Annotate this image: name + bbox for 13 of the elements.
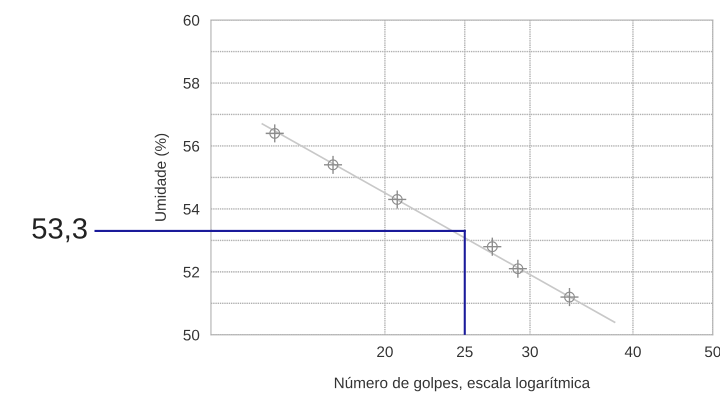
x-tick-label: 20: [377, 346, 393, 358]
x-axis-title: Número de golpes, escala logarítmica: [334, 376, 590, 392]
y-tick-label: 56: [183, 140, 200, 152]
y-tick-label: 60: [184, 14, 200, 26]
y-tick-label: 50: [183, 330, 200, 341]
y-tick-label: 54: [183, 204, 200, 215]
x-tick-label: 40: [624, 346, 641, 358]
y-tick-label: 52: [183, 266, 200, 278]
ref-line-label: 53,3: [32, 218, 87, 242]
y-axis-title: Umidade (%): [154, 134, 169, 221]
x-tick-label: 30: [522, 346, 538, 358]
x-tick-label: 25: [457, 346, 473, 358]
y-tick-label: 58: [183, 78, 200, 89]
